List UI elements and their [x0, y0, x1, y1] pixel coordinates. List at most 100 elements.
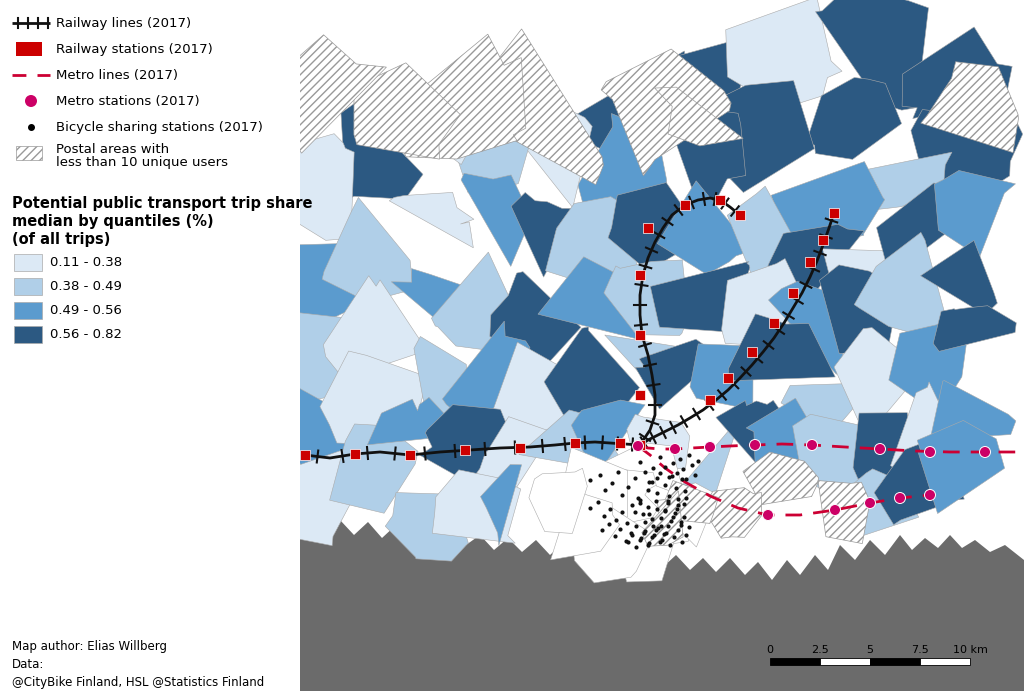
Point: [670, 493, 686, 504]
Polygon shape: [934, 171, 1016, 257]
Polygon shape: [727, 186, 806, 275]
Polygon shape: [330, 424, 418, 513]
Polygon shape: [323, 198, 414, 302]
Text: Map author: Elias Willberg
Data:
@CityBike Finland, HSL @Statistics Finland: Map author: Elias Willberg Data: @CityBi…: [12, 640, 264, 689]
Text: Metro stations (2017): Metro stations (2017): [56, 95, 200, 108]
Polygon shape: [642, 491, 683, 548]
Polygon shape: [450, 109, 537, 192]
Point: [659, 495, 676, 507]
Polygon shape: [911, 110, 1023, 198]
Polygon shape: [431, 252, 524, 352]
Polygon shape: [933, 305, 1016, 351]
Polygon shape: [716, 400, 787, 482]
Point: [678, 473, 694, 484]
Polygon shape: [726, 0, 842, 109]
Point: [594, 524, 610, 536]
Text: 0: 0: [767, 645, 773, 655]
Point: [656, 504, 673, 515]
Bar: [715, 195, 725, 205]
Polygon shape: [519, 410, 618, 471]
Circle shape: [25, 95, 37, 107]
Point: [687, 469, 703, 480]
Text: median by quantiles (%): median by quantiles (%): [12, 214, 214, 229]
Polygon shape: [834, 328, 923, 424]
Polygon shape: [489, 272, 581, 371]
Point: [664, 471, 680, 482]
Polygon shape: [480, 464, 521, 546]
Point: [676, 511, 692, 522]
Point: [632, 534, 648, 545]
Point: [649, 487, 666, 498]
Point: [673, 520, 689, 531]
Point: [645, 520, 662, 531]
Point: [613, 507, 630, 518]
Polygon shape: [544, 327, 639, 427]
Point: [644, 513, 660, 524]
Bar: [635, 440, 645, 450]
Bar: [705, 395, 715, 405]
Point: [618, 518, 635, 529]
Polygon shape: [605, 335, 684, 396]
Point: [684, 460, 700, 471]
Polygon shape: [578, 113, 670, 218]
Polygon shape: [300, 518, 1024, 691]
Polygon shape: [657, 181, 753, 274]
Point: [673, 516, 689, 527]
Point: [681, 449, 697, 460]
Point: [652, 468, 669, 479]
Point: [601, 518, 617, 529]
Bar: [769, 318, 779, 328]
Point: [653, 513, 670, 524]
Polygon shape: [267, 377, 377, 483]
Point: [674, 536, 690, 547]
Polygon shape: [391, 34, 525, 159]
Point: [653, 534, 670, 545]
Polygon shape: [265, 445, 366, 546]
Bar: [16, 42, 42, 56]
Point: [611, 524, 628, 535]
Circle shape: [980, 446, 990, 457]
Bar: [460, 445, 470, 455]
Polygon shape: [921, 240, 997, 312]
Bar: [635, 330, 645, 340]
Polygon shape: [635, 339, 719, 409]
Bar: [635, 390, 645, 400]
Polygon shape: [819, 265, 899, 354]
Polygon shape: [571, 400, 645, 478]
Point: [630, 493, 646, 504]
Text: Postal areas with: Postal areas with: [56, 142, 169, 155]
Text: 2.5: 2.5: [811, 645, 828, 655]
Point: [632, 498, 648, 509]
Point: [624, 529, 640, 540]
Circle shape: [705, 442, 716, 453]
Bar: [615, 438, 625, 448]
Point: [660, 471, 677, 482]
Text: 5: 5: [866, 645, 873, 655]
Point: [637, 516, 653, 527]
Polygon shape: [612, 518, 676, 582]
Point: [608, 515, 625, 526]
Point: [652, 536, 669, 547]
Point: [681, 522, 697, 533]
Polygon shape: [854, 232, 945, 338]
Point: [604, 477, 621, 489]
Text: Bicycle sharing stations (2017): Bicycle sharing stations (2017): [56, 120, 263, 133]
Polygon shape: [319, 351, 425, 444]
Point: [613, 489, 630, 500]
Polygon shape: [389, 192, 474, 248]
Polygon shape: [571, 500, 653, 583]
Polygon shape: [529, 468, 588, 533]
Polygon shape: [263, 243, 377, 326]
Point: [678, 493, 694, 504]
Point: [665, 457, 681, 468]
Text: 7.5: 7.5: [911, 645, 929, 655]
Polygon shape: [743, 452, 818, 505]
Point: [670, 524, 686, 536]
Polygon shape: [560, 51, 688, 160]
Polygon shape: [768, 281, 851, 375]
Polygon shape: [921, 61, 1019, 153]
Bar: [820, 658, 870, 665]
Point: [640, 540, 656, 551]
Circle shape: [925, 489, 936, 500]
Polygon shape: [822, 249, 922, 294]
